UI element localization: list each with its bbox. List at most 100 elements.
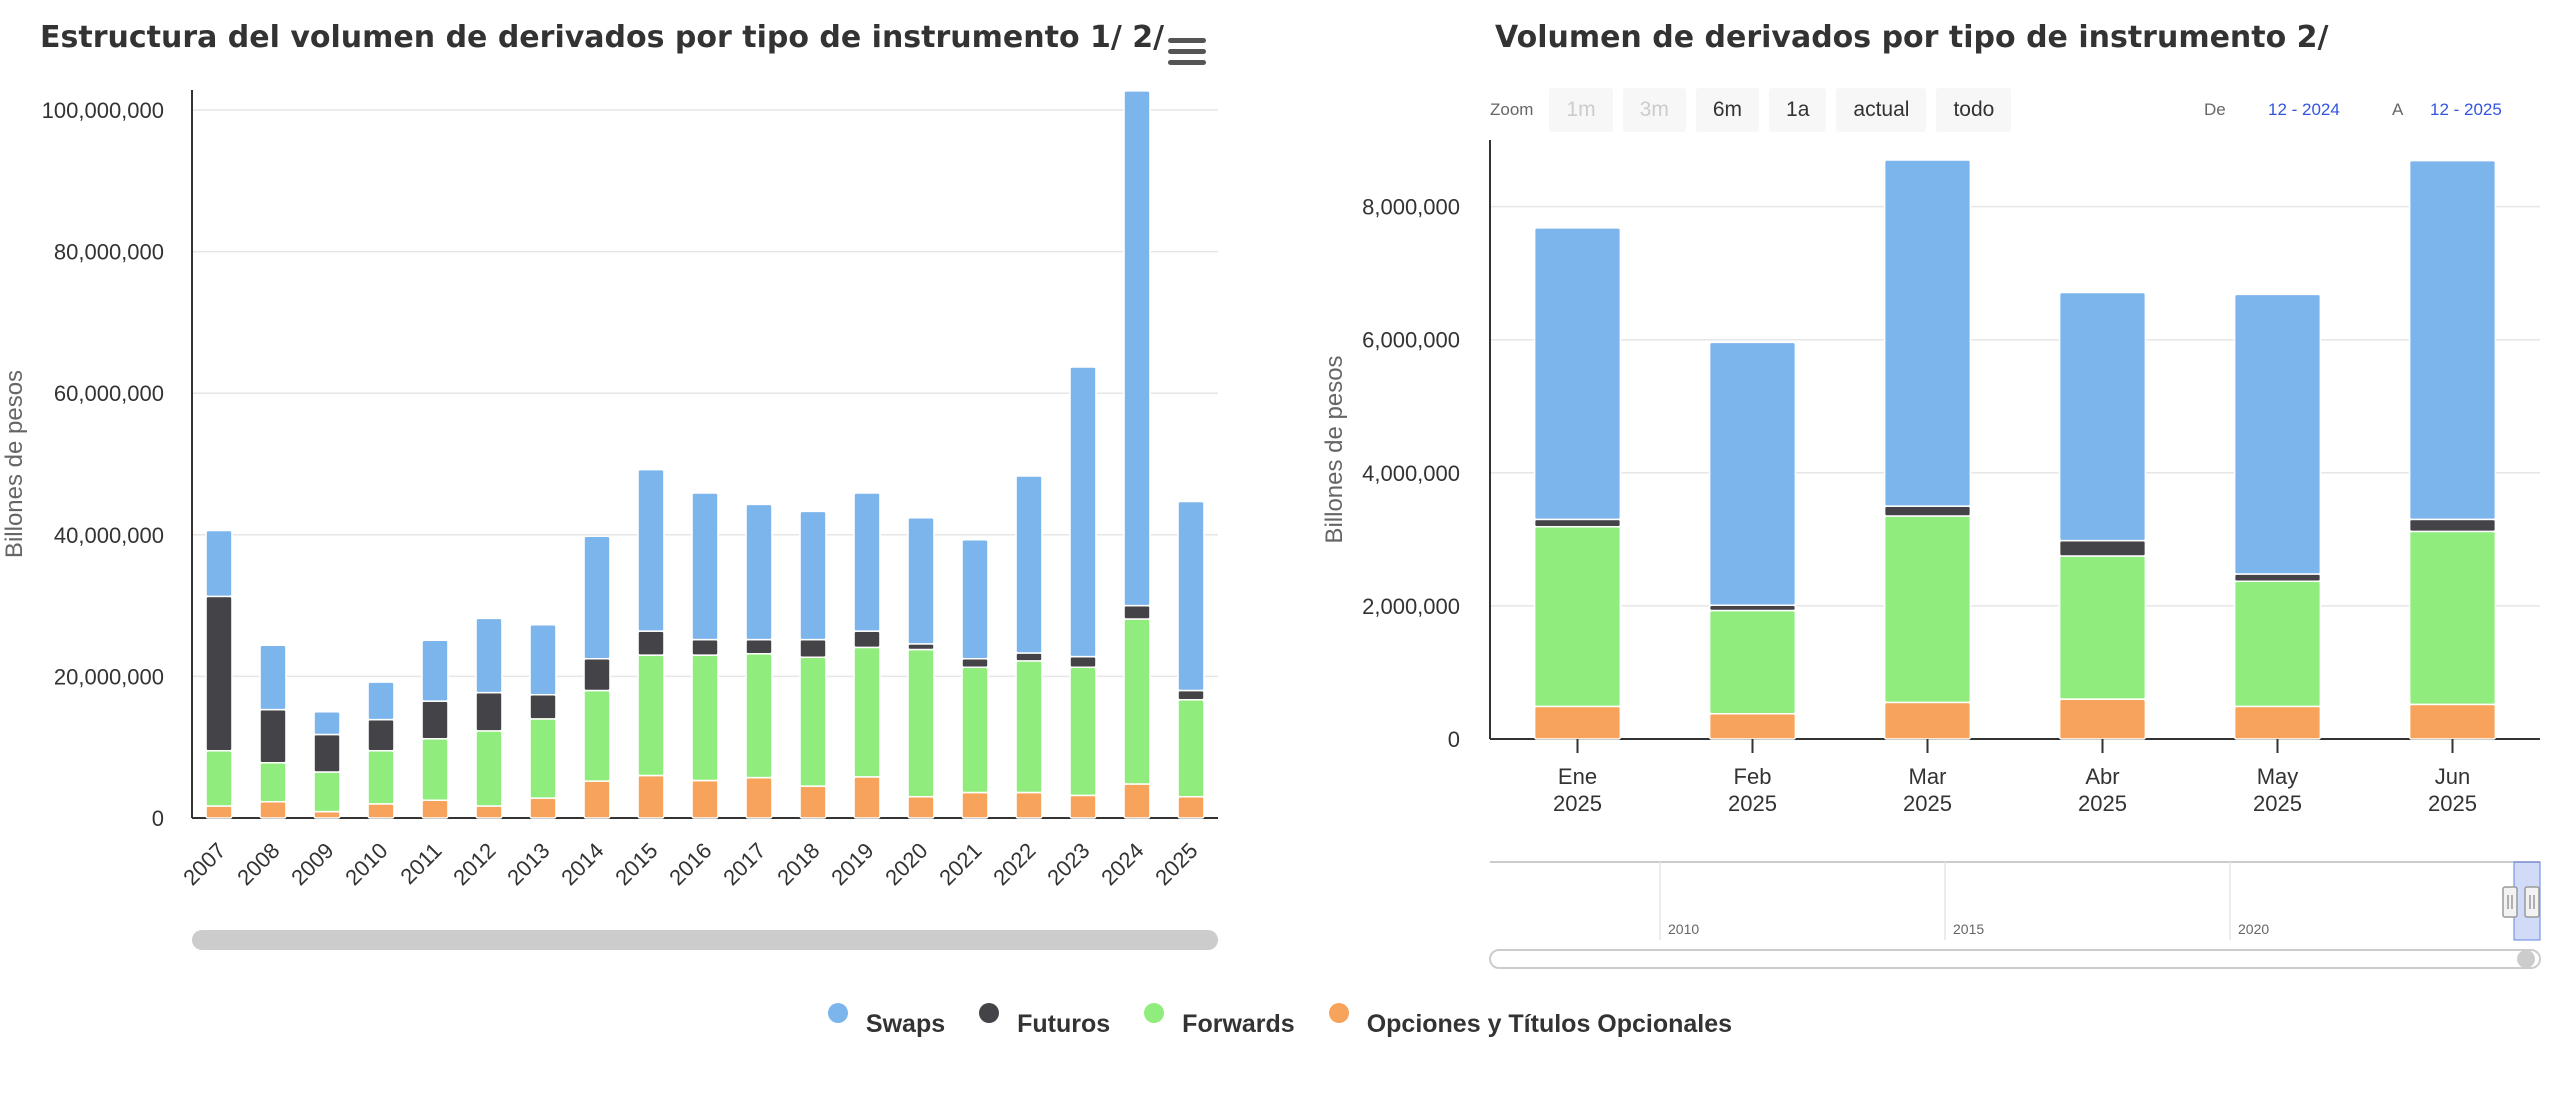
- bar-segment: [1177, 689, 1205, 701]
- bar-segment: [259, 708, 287, 764]
- y-tick-label: 0: [1448, 727, 1460, 752]
- range-from-input[interactable]: 12 - 2024: [2268, 100, 2340, 120]
- x-tick-label: 2017: [718, 838, 770, 890]
- right-chart-panel: Volumen de derivados por tipo de instrum…: [1300, 0, 2560, 969]
- legend-item-swaps[interactable]: Swaps: [827, 1002, 946, 1039]
- bar-segment: [313, 733, 341, 773]
- zoom-3m-button[interactable]: 3m: [1622, 88, 1686, 132]
- legend-dot-icon: [979, 1002, 1000, 1023]
- x-tick-label: 2020: [880, 838, 932, 890]
- y-tick-label: 0: [152, 806, 164, 831]
- bar-segment: [259, 644, 287, 711]
- bar-segment: [421, 700, 449, 740]
- x-tick-label: Ene: [1558, 764, 1597, 789]
- bar-segment: [1708, 609, 1797, 715]
- bar-segment: [637, 468, 665, 632]
- navigator-handle: [2524, 886, 2540, 918]
- hamburger-menu-icon[interactable]: [1168, 38, 1206, 70]
- bar-segment: [1015, 660, 1043, 794]
- bar-segment: [1177, 500, 1205, 692]
- bar-segment: [1015, 475, 1043, 654]
- x-tick-label: 2011: [395, 838, 446, 889]
- bar-segment: [1708, 341, 1797, 606]
- bar-segment: [2408, 159, 2497, 521]
- bar-segment: [745, 638, 773, 655]
- x-tick-label: 2025: [1553, 791, 1602, 816]
- navigator-scrollbar-thumb: [2517, 950, 2535, 968]
- x-tick-label: May: [2257, 764, 2299, 789]
- range-to-input[interactable]: 12 - 2025: [2430, 100, 2502, 120]
- zoom-controls: Zoom 1m 3m 6m 1a actual todo: [1490, 88, 2012, 132]
- bar-segment: [691, 654, 719, 782]
- y-tick-label: 80,000,000: [54, 240, 164, 265]
- x-tick-label: 2010: [340, 838, 392, 890]
- bar-segment: [1533, 227, 1622, 521]
- x-tick-label: 2007: [178, 838, 230, 890]
- x-tick-label: Feb: [1734, 764, 1772, 789]
- bar-segment: [1883, 159, 1972, 507]
- x-tick-label: Jun: [2435, 764, 2470, 789]
- bar-segment: [799, 510, 827, 641]
- y-tick-label: 40,000,000: [54, 523, 164, 548]
- zoom-todo-button[interactable]: todo: [1936, 88, 2012, 132]
- bar-segment: [1069, 366, 1097, 658]
- bar-segment: [1883, 701, 1972, 740]
- bar-segment: [2233, 705, 2322, 740]
- zoom-label: Zoom: [1490, 100, 1534, 119]
- bar-segment: [799, 656, 827, 787]
- bar-segment: [799, 785, 827, 819]
- chart-title: Estructura del volumen de derivados por …: [40, 20, 1165, 55]
- range-from-value[interactable]: 12 - 2024: [2268, 100, 2340, 119]
- y-tick-label: 60,000,000: [54, 381, 164, 406]
- x-tick-label: 2021: [934, 838, 986, 890]
- range-to-value[interactable]: 12 - 2025: [2430, 100, 2502, 119]
- bar-segment: [1069, 666, 1097, 797]
- zoom-6m-button[interactable]: 6m: [1695, 88, 1760, 132]
- bar-segment: [367, 718, 395, 752]
- bar-segment: [421, 737, 449, 802]
- bar-segment: [1708, 712, 1797, 740]
- bar-segment: [961, 539, 989, 660]
- bar-segment: [1123, 604, 1151, 620]
- bar-segment: [2058, 291, 2147, 542]
- bar-segment: [691, 638, 719, 656]
- zoom-actual-button[interactable]: actual: [1836, 88, 1927, 132]
- bar-segment: [583, 657, 611, 692]
- legend-dot-icon: [1328, 1002, 1349, 1023]
- x-tick-label: 2025: [2253, 791, 2302, 816]
- x-tick-label: Mar: [1909, 764, 1947, 789]
- bar-segment: [961, 791, 989, 819]
- legend-label: Forwards: [1182, 1010, 1295, 1038]
- bar-segment: [2058, 539, 2147, 557]
- bar-segment: [907, 517, 935, 645]
- bar-segment: [1015, 652, 1043, 662]
- legend-item-forwards[interactable]: Forwards: [1144, 1002, 1295, 1039]
- zoom-1m-button[interactable]: 1m: [1549, 88, 1613, 132]
- bar-segment: [853, 630, 881, 649]
- zoom-1a-button[interactable]: 1a: [1769, 88, 1827, 132]
- legend-dot-icon: [827, 1002, 848, 1023]
- x-tick-label: 2025: [2428, 791, 2477, 816]
- bar-segment: [691, 779, 719, 819]
- bar-segment: [2058, 555, 2147, 700]
- navigator-year-label: 2015: [1953, 921, 1984, 937]
- legend-item-opciones[interactable]: Opciones y Títulos Opcionales: [1328, 1002, 1732, 1039]
- y-axis-title: Billones de pesos: [1321, 355, 1348, 543]
- bar-segment: [1177, 796, 1205, 819]
- bar-segment: [637, 630, 665, 656]
- bar-segment: [2233, 293, 2322, 575]
- navigator-year-label: 2010: [1668, 921, 1699, 937]
- bar-segment: [475, 805, 503, 819]
- legend-item-futuros[interactable]: Futuros: [979, 1002, 1110, 1039]
- x-tick-label: 2009: [286, 838, 338, 890]
- legend-label: Swaps: [865, 1010, 946, 1038]
- bar-segment: [799, 638, 827, 659]
- bar-segment: [907, 643, 935, 651]
- bar-segment: [1015, 791, 1043, 819]
- bar-segment: [853, 776, 881, 819]
- bar-segment: [583, 535, 611, 660]
- y-tick-label: 4,000,000: [1362, 461, 1460, 486]
- x-tick-label: 2019: [826, 838, 878, 890]
- x-tick-label: 2025: [1728, 791, 1777, 816]
- range-to: A: [2392, 100, 2403, 120]
